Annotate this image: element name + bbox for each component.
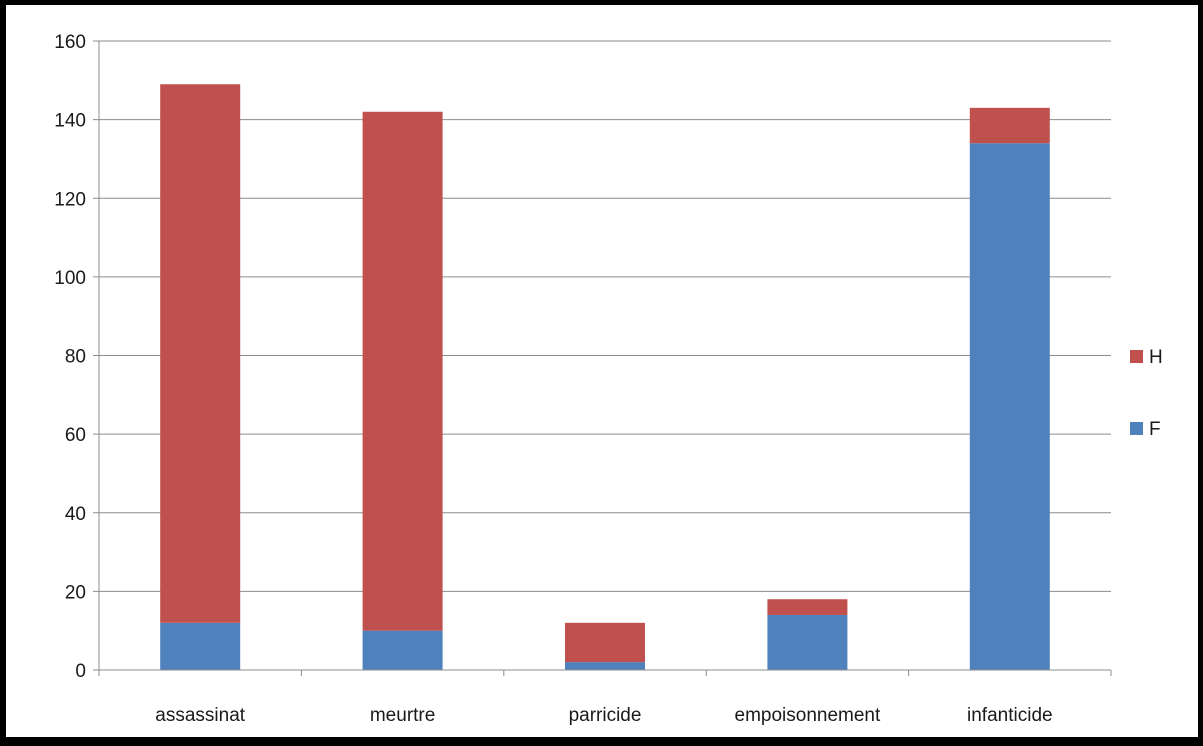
y-tick-label: 20	[65, 582, 86, 603]
y-tick-label: 120	[54, 189, 86, 210]
bar-h-infanticide	[969, 107, 1050, 144]
bar-f-empoisonnement	[767, 614, 848, 670]
y-tick-label: 80	[65, 347, 86, 368]
axes	[93, 40, 1112, 676]
legend-label-f: F	[1149, 419, 1161, 440]
y-tick-label: 0	[75, 661, 86, 682]
bar-f-meurtre	[362, 630, 443, 670]
bar-h-assassinat	[160, 84, 241, 623]
x-tick-labels: assassinat meurtre parricide empoisonnement…	[155, 705, 1052, 726]
y-tick-label: 60	[65, 425, 86, 446]
y-tick-label: 160	[54, 32, 86, 53]
x-tick-label: infanticide	[967, 705, 1053, 726]
y-tick-label: 140	[54, 111, 86, 132]
bar-h-empoisonnement	[767, 599, 848, 615]
y-tick-labels: 0 20 40 60 80 100 120 140 160	[54, 32, 86, 682]
legend-label-h: H	[1149, 347, 1163, 368]
legend: HF	[1130, 347, 1163, 440]
legend-swatch-h	[1130, 350, 1143, 363]
x-tick-label: empoisonnement	[735, 705, 881, 726]
bar-f-assassinat	[160, 622, 241, 670]
legend-swatch-f	[1130, 422, 1143, 435]
y-tick-label: 40	[65, 504, 86, 525]
bars	[160, 84, 1050, 670]
bar-h-meurtre	[362, 111, 443, 631]
y-tick-label: 100	[54, 268, 86, 289]
bar-f-infanticide	[969, 143, 1050, 670]
stacked-bar-chart: 0 20 40 60 80 100 120 140 160 assassinat meurtre p…	[54, 32, 1163, 726]
x-tick-label: assassinat	[155, 705, 245, 726]
x-tick-label: meurtre	[370, 705, 435, 726]
gridlines	[99, 40, 1111, 592]
bar-f-parricide	[565, 662, 645, 670]
bar-h-parricide	[565, 622, 645, 663]
x-tick-label: parricide	[569, 705, 642, 726]
